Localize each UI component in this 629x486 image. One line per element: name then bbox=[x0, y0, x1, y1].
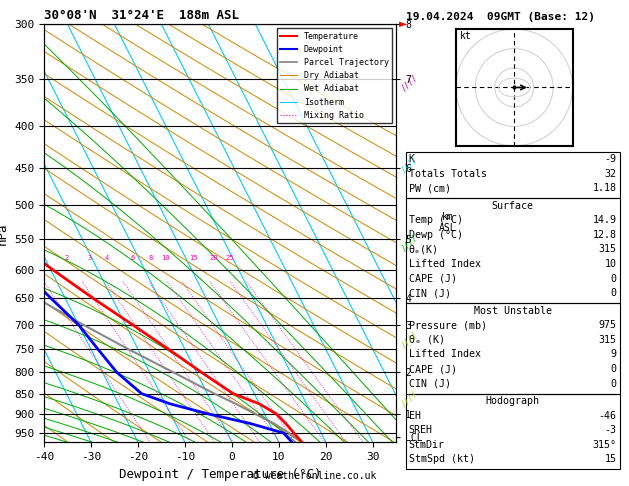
Text: 19.04.2024  09GMT (Base: 12): 19.04.2024 09GMT (Base: 12) bbox=[406, 12, 594, 22]
Text: Pressure (mb): Pressure (mb) bbox=[409, 320, 487, 330]
Text: 10: 10 bbox=[604, 259, 616, 269]
Text: CIN (J): CIN (J) bbox=[409, 379, 451, 389]
Text: θₑ(K): θₑ(K) bbox=[409, 244, 439, 255]
Text: Lifted Index: Lifted Index bbox=[409, 259, 481, 269]
Text: 15: 15 bbox=[189, 255, 198, 261]
Text: SREH: SREH bbox=[409, 425, 433, 435]
Text: 0: 0 bbox=[610, 379, 616, 389]
Text: Dewp (°C): Dewp (°C) bbox=[409, 230, 463, 240]
Y-axis label: km
ASL: km ASL bbox=[439, 212, 457, 233]
Text: 315: 315 bbox=[598, 335, 616, 345]
Text: 0: 0 bbox=[610, 288, 616, 298]
Text: -9: -9 bbox=[604, 154, 616, 164]
Text: © weatheronline.co.uk: © weatheronline.co.uk bbox=[253, 471, 376, 481]
Text: StmSpd (kt): StmSpd (kt) bbox=[409, 454, 475, 465]
Text: 20: 20 bbox=[209, 255, 218, 261]
Text: PW (cm): PW (cm) bbox=[409, 183, 451, 193]
Text: CIN (J): CIN (J) bbox=[409, 288, 451, 298]
Text: ►: ► bbox=[399, 17, 408, 31]
Text: 3: 3 bbox=[88, 255, 92, 261]
Text: ////: //// bbox=[399, 233, 420, 253]
Text: Most Unstable: Most Unstable bbox=[474, 306, 552, 316]
Text: CAPE (J): CAPE (J) bbox=[409, 364, 457, 374]
Text: 1.18: 1.18 bbox=[593, 183, 616, 193]
Text: 14.9: 14.9 bbox=[593, 215, 616, 226]
Text: ////: //// bbox=[399, 72, 420, 93]
Text: K: K bbox=[409, 154, 415, 164]
Text: ////: //// bbox=[399, 155, 420, 175]
Text: ////: //// bbox=[399, 330, 420, 350]
Text: 315: 315 bbox=[598, 244, 616, 255]
Text: 0: 0 bbox=[610, 274, 616, 284]
Text: 9: 9 bbox=[610, 349, 616, 360]
Text: 25: 25 bbox=[225, 255, 234, 261]
Text: 15: 15 bbox=[604, 454, 616, 465]
Text: 4: 4 bbox=[105, 255, 109, 261]
Text: ////: //// bbox=[399, 388, 420, 409]
Text: StmDir: StmDir bbox=[409, 440, 445, 450]
Y-axis label: hPa: hPa bbox=[0, 222, 9, 244]
Legend: Temperature, Dewpoint, Parcel Trajectory, Dry Adiabat, Wet Adiabat, Isotherm, Mi: Temperature, Dewpoint, Parcel Trajectory… bbox=[277, 29, 392, 123]
Text: 6: 6 bbox=[130, 255, 135, 261]
Text: 12.8: 12.8 bbox=[593, 230, 616, 240]
Text: kt: kt bbox=[460, 31, 472, 41]
Text: Temp (°C): Temp (°C) bbox=[409, 215, 463, 226]
Text: 10: 10 bbox=[162, 255, 170, 261]
X-axis label: Dewpoint / Temperature (°C): Dewpoint / Temperature (°C) bbox=[119, 468, 321, 481]
Text: 975: 975 bbox=[598, 320, 616, 330]
Text: 0: 0 bbox=[610, 364, 616, 374]
Text: θₑ (K): θₑ (K) bbox=[409, 335, 445, 345]
Text: Totals Totals: Totals Totals bbox=[409, 169, 487, 179]
Text: -3: -3 bbox=[604, 425, 616, 435]
Text: CAPE (J): CAPE (J) bbox=[409, 274, 457, 284]
Text: Lifted Index: Lifted Index bbox=[409, 349, 481, 360]
Text: 8: 8 bbox=[149, 255, 153, 261]
Text: 2: 2 bbox=[64, 255, 69, 261]
Text: Surface: Surface bbox=[492, 201, 533, 211]
Text: Hodograph: Hodograph bbox=[486, 396, 540, 406]
Text: -46: -46 bbox=[598, 411, 616, 421]
Text: 32: 32 bbox=[604, 169, 616, 179]
Text: 30°08'N  31°24'E  188m ASL: 30°08'N 31°24'E 188m ASL bbox=[44, 9, 239, 22]
Text: EH: EH bbox=[409, 411, 421, 421]
Text: 315°: 315° bbox=[593, 440, 616, 450]
